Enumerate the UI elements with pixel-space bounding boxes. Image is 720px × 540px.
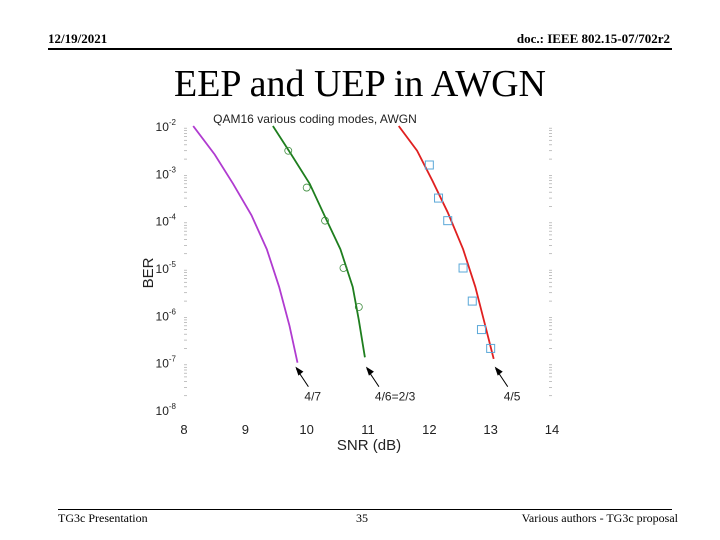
y-tick-label: 10-7	[156, 355, 177, 371]
ber-chart: 10-210-310-410-510-610-710-88 9 10 11 12 13 14…	[140, 112, 560, 454]
marker-circle	[321, 216, 329, 225]
series-line-1	[272, 125, 366, 358]
x-tick-label: 9	[242, 422, 249, 437]
marker-square	[476, 325, 486, 335]
x-tick-label: 10	[299, 422, 313, 437]
y-tick-label: 10-2	[156, 118, 177, 134]
chart-title: QAM16 various coding modes, AWGN	[213, 112, 417, 126]
y-tick-base: 10	[156, 215, 170, 229]
footer-left: TG3c Presentation	[58, 511, 148, 525]
marker-circle	[302, 183, 311, 192]
footer-divider	[58, 509, 672, 510]
x-tick-label: 14	[545, 422, 559, 437]
y-tick-base: 10	[156, 120, 170, 134]
y-tick-base: 10	[156, 357, 170, 371]
marker-square	[424, 160, 434, 170]
y-tick-exponent: -5	[169, 260, 177, 269]
x-tick-label: 13	[483, 422, 497, 437]
marker-square	[486, 343, 496, 353]
header-doc-id: doc.: IEEE 802.15-07/702r2	[516, 31, 670, 46]
y-tick-base: 10	[156, 309, 170, 323]
marker-circle	[284, 146, 293, 155]
marker-circle	[339, 264, 348, 272]
x-tick-label: 11	[361, 422, 375, 437]
y-tick-base: 10	[156, 167, 170, 181]
header-divider	[48, 48, 672, 50]
annotation-arrowhead	[365, 366, 374, 376]
annotation-label: 4/5	[504, 390, 521, 404]
y-tick-base: 10	[156, 262, 170, 276]
footer-right: Various authors - TG3c proposal	[521, 511, 678, 525]
marker-square	[434, 193, 444, 203]
y-axis-label: BER	[140, 257, 157, 288]
page-number: 35	[356, 511, 368, 525]
y-tick-label: 10-8	[156, 402, 177, 418]
slide-title: EEP and UEP in AWGN	[173, 63, 546, 105]
marker-circle	[354, 303, 363, 311]
x-axis-label: SNR (dB)	[337, 437, 401, 454]
y-tick-label: 10-6	[156, 307, 177, 323]
marker-square	[467, 296, 477, 306]
y-tick-exponent: -7	[169, 355, 177, 364]
y-tick-label: 10-3	[156, 165, 177, 181]
series-line-2	[397, 125, 495, 360]
plot-area: 10-210-310-410-510-610-710-88 9 10 11 12 13 14…	[156, 118, 560, 437]
annotation-arrowhead	[494, 366, 503, 376]
series-line-0	[192, 125, 299, 363]
x-tick-label: 12	[422, 422, 436, 437]
y-tick-exponent: -4	[169, 213, 177, 222]
marker-square	[458, 263, 468, 273]
y-tick-exponent: -2	[169, 118, 177, 127]
annotation-arrowhead	[295, 366, 304, 376]
y-tick-exponent: -8	[169, 402, 177, 411]
x-tick-label: 8	[180, 422, 187, 437]
y-tick-base: 10	[156, 404, 170, 418]
marker-square	[443, 216, 453, 226]
y-tick-exponent: -6	[169, 307, 177, 316]
y-tick-label: 10-5	[156, 260, 177, 276]
y-tick-label: 10-4	[156, 213, 177, 229]
y-tick-exponent: -3	[169, 165, 177, 174]
header-date: 12/19/2021	[48, 31, 108, 46]
annotation-label: 4/7	[304, 390, 321, 404]
annotation-label: 4/6=2/3	[375, 390, 416, 404]
